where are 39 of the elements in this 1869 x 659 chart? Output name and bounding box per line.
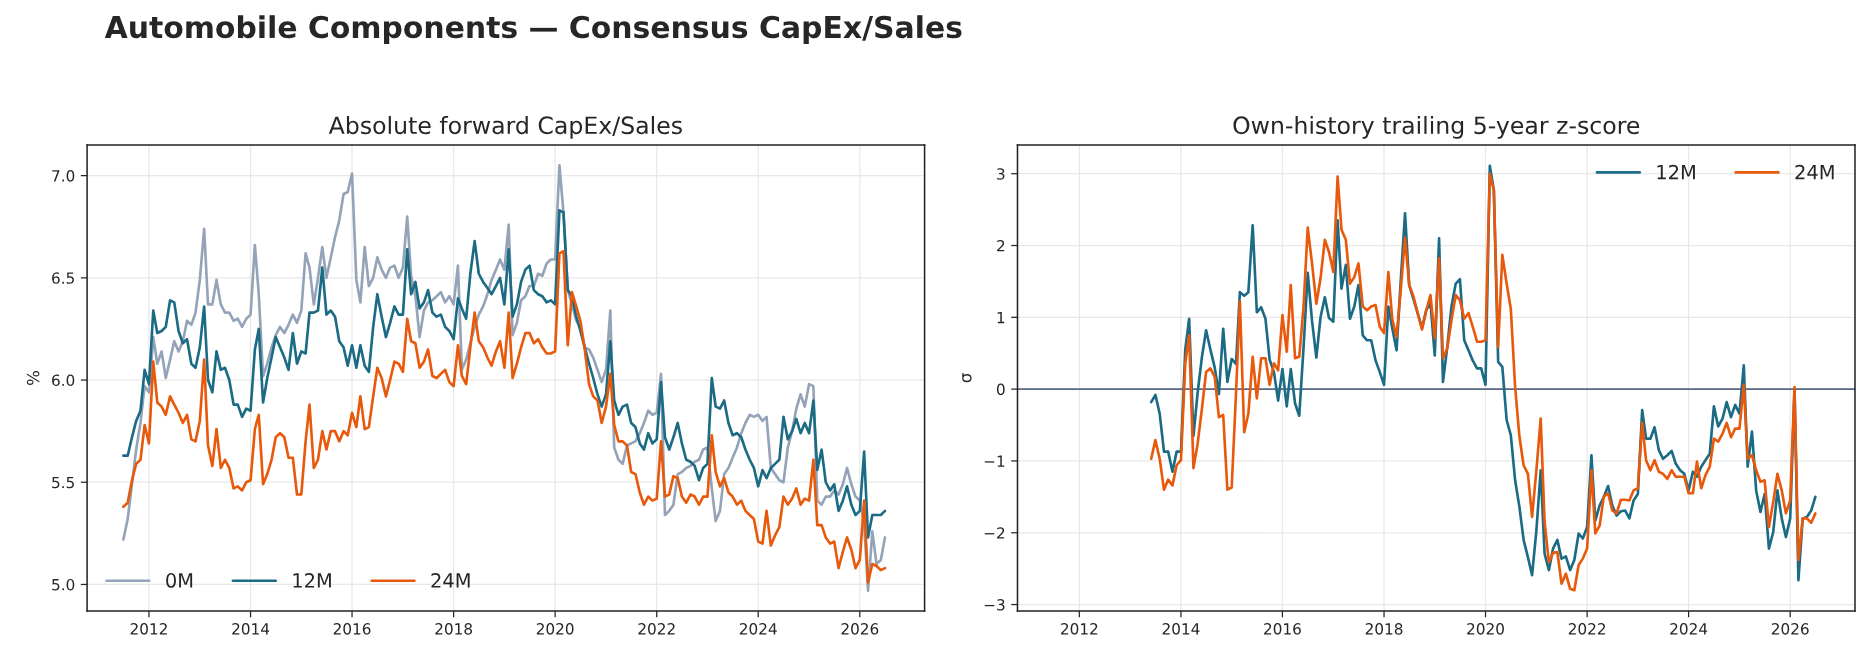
text: Automobile Components — Consensus CapEx/Sales <box>104 15 962 45</box>
y-tick-label: 5.5 <box>52 476 74 489</box>
y-tick-label: 5.0 <box>52 578 75 591</box>
y-tick-label: 0 <box>996 383 1005 396</box>
x-tick-label: 2022 <box>638 623 675 635</box>
x-tick-label: 2024 <box>739 623 777 635</box>
line-series <box>122 209 887 539</box>
y-tick-label: 3 <box>997 168 1005 180</box>
x-tick-label: 2014 <box>1162 623 1200 635</box>
chart-title: Own-history trailing 5-year z-score <box>1233 115 1640 139</box>
x-tick-label: 2016 <box>1264 623 1301 635</box>
x-tick-label: 2022 <box>1568 623 1606 635</box>
legend-label: 12M <box>293 573 331 588</box>
x-tick-label: 2024 <box>1670 623 1708 635</box>
x-tick-label: 2014 <box>232 623 270 635</box>
x-tick-label: 2026 <box>1771 623 1809 635</box>
y-tick-label: −2 <box>984 527 1005 539</box>
x-tick-label: 2012 <box>130 623 167 635</box>
y-axis-title: σ <box>962 373 972 383</box>
chart-title: Absolute forward CapEx/Sales <box>328 115 682 139</box>
x-tick-label: 2016 <box>333 623 371 635</box>
x-tick-label: 2020 <box>1467 623 1504 635</box>
legend-label: 24M <box>431 573 470 588</box>
y-axis-title: % <box>26 371 40 385</box>
y-tick-label: 6.5 <box>52 272 74 284</box>
y-tick-label: 1 <box>997 311 1005 324</box>
legend-label: 12M <box>1657 164 1695 180</box>
x-tick-label: 2012 <box>1061 623 1098 635</box>
y-tick-label: 2 <box>997 239 1005 252</box>
x-tick-label: 2018 <box>435 623 473 635</box>
y-tick-label: 6.0 <box>52 374 75 387</box>
x-tick-label: 2020 <box>536 623 574 635</box>
y-tick-label: −1 <box>984 455 1005 467</box>
legend-label: 0M <box>166 573 193 588</box>
y-tick-label: 7.0 <box>52 170 75 182</box>
x-tick-label: 2026 <box>841 623 879 635</box>
legend-label: 24M <box>1795 164 1834 180</box>
x-tick-label: 2018 <box>1365 623 1403 635</box>
y-tick-label: −3 <box>984 599 1005 611</box>
